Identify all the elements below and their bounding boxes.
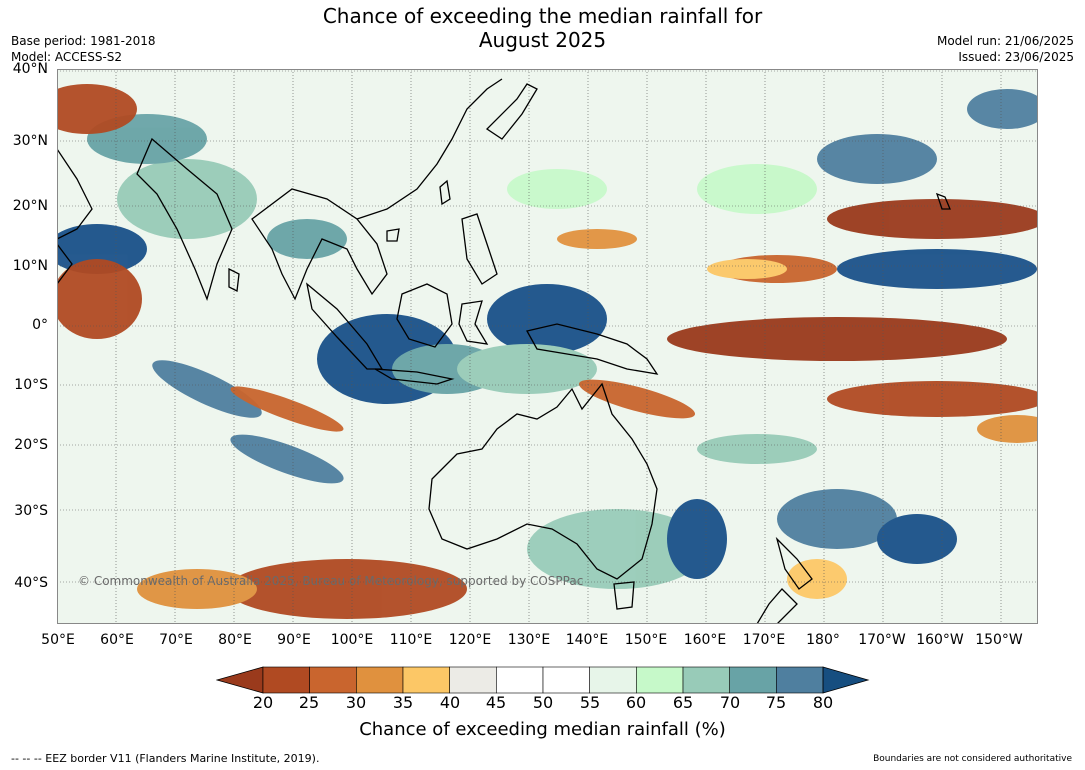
philippines-outline <box>461 213 498 285</box>
australia-outline <box>428 382 658 580</box>
lat-label-40n: 40°N <box>12 61 48 77</box>
lon-label-170e: 170°E <box>742 632 786 648</box>
lat-label-30n: 30°N <box>12 133 48 149</box>
colorbar-extend-high <box>822 666 870 694</box>
colorbar-label-70: 70 <box>719 693 741 712</box>
colorbar-cell <box>402 666 450 694</box>
colorbar-cell <box>682 666 730 694</box>
china-coast <box>356 78 503 220</box>
boundary-disclaimer: Boundaries are not considered authoritat… <box>873 754 1072 764</box>
colorbar-cell <box>636 666 684 694</box>
lon-label-110e: 110°E <box>389 632 433 648</box>
lat-label-10n: 10°N <box>12 258 48 274</box>
lon-label-170w: 170°W <box>858 632 906 648</box>
colorbar-cell <box>449 666 497 694</box>
eez-border-note: -- -- -- EEZ border V11 (Flanders Marine… <box>11 752 320 765</box>
colorbar-cell <box>542 666 590 694</box>
southeast-asia-outline <box>251 188 388 301</box>
hawaii-islands <box>935 192 951 210</box>
colorbar-label-20: 20 <box>252 693 274 712</box>
colorbar-label-25: 25 <box>298 693 320 712</box>
wet-anomalies <box>57 89 1038 589</box>
lon-label-150w: 150°W <box>975 632 1023 648</box>
colorbar-cell <box>496 666 544 694</box>
model-info: Base period: 1981-2018 Model: ACCESS-S2 <box>11 33 156 65</box>
sri-lanka-outline <box>228 267 240 292</box>
colorbar-cell <box>309 666 357 694</box>
colorbar-cells <box>216 666 870 694</box>
colorbar-label-60: 60 <box>625 693 647 712</box>
colorbar-cell <box>589 666 637 694</box>
map-title: Chance of exceeding the median rainfall … <box>0 4 1085 52</box>
java-outline <box>374 368 455 385</box>
colorbar-label-40: 40 <box>439 693 461 712</box>
lat-label-20n: 20°N <box>12 198 48 214</box>
lat-label-30s: 30°S <box>14 503 48 519</box>
lon-label-140e: 140°E <box>565 632 609 648</box>
colorbar-label-75: 75 <box>765 693 787 712</box>
lon-label-160e: 160°E <box>683 632 727 648</box>
colorbar-label-50: 50 <box>532 693 554 712</box>
colorbar <box>216 666 870 694</box>
lon-label-60e: 60°E <box>100 632 134 648</box>
rainfall-map <box>57 69 1038 624</box>
colorbar-label-65: 65 <box>672 693 694 712</box>
colorbar-cell <box>356 666 404 694</box>
lon-label-100e: 100°E <box>330 632 374 648</box>
title-line-2: August 2025 <box>478 28 607 52</box>
lon-label-180: 180° <box>806 632 840 648</box>
lat-label-10s: 10°S <box>14 377 48 393</box>
graticule <box>57 69 1038 624</box>
map-frame <box>57 69 1038 624</box>
lon-label-50e: 50°E <box>41 632 75 648</box>
tasmania-outline <box>613 581 635 610</box>
colorbar-label-55: 55 <box>579 693 601 712</box>
lat-label-0: 0° <box>32 317 48 333</box>
new-guinea-outline <box>526 323 659 375</box>
borneo-outline <box>396 283 453 348</box>
africa-horn <box>57 243 73 285</box>
dry-anomalies <box>57 84 1038 619</box>
lat-label-40s: 40°S <box>14 575 48 591</box>
new-zealand-south <box>756 588 798 624</box>
model-run: Model run: 21/06/2025 <box>936 34 1074 48</box>
colorbar-extend-low <box>216 666 264 694</box>
base-period: Base period: 1981-2018 <box>11 34 156 48</box>
copyright-notice: © Commonwealth of Australia 2025, Bureau… <box>78 574 584 588</box>
colorbar-cell <box>262 666 310 694</box>
arabia-coast <box>57 148 93 240</box>
colorbar-label-80: 80 <box>812 693 834 712</box>
colorbar-cell <box>729 666 777 694</box>
lon-label-90e: 90°E <box>277 632 311 648</box>
colorbar-title: Chance of exceeding median rainfall (%) <box>359 719 726 740</box>
run-info: Model run: 21/06/2025 Issued: 23/06/2025 <box>937 33 1074 65</box>
india-outline <box>136 137 233 302</box>
sulawesi-outline <box>458 300 489 345</box>
lon-label-130e: 130°E <box>507 632 551 648</box>
colorbar-cell <box>776 666 824 694</box>
colorbar-label-35: 35 <box>392 693 414 712</box>
colorbar-label-30: 30 <box>345 693 367 712</box>
lon-label-70e: 70°E <box>159 632 193 648</box>
coastlines <box>57 78 951 624</box>
colorbar-label-45: 45 <box>485 693 507 712</box>
lon-label-120e: 120°E <box>448 632 492 648</box>
lon-label-80e: 80°E <box>218 632 252 648</box>
lat-label-20s: 20°S <box>14 437 48 453</box>
lon-label-150e: 150°E <box>624 632 668 648</box>
new-zealand-north <box>775 536 813 590</box>
title-line-1: Chance of exceeding the median rainfall … <box>322 4 763 28</box>
issued-date: Issued: 23/06/2025 <box>958 50 1074 64</box>
japan-outline <box>485 83 538 140</box>
hainan-outline <box>386 228 400 242</box>
sumatra-outline <box>306 282 384 370</box>
model-name: Model: ACCESS-S2 <box>11 50 123 64</box>
lon-label-160w: 160°W <box>916 632 964 648</box>
taiwan-outline <box>439 179 451 206</box>
